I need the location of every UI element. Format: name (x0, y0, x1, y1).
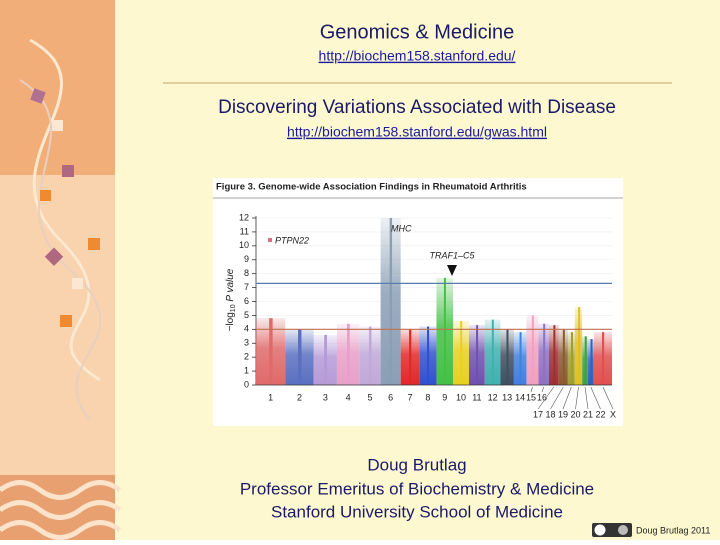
x-tick-label: 4 (346, 392, 351, 402)
legend-marker (268, 238, 272, 242)
chromosome-peak (584, 336, 587, 385)
annotation-arrow (447, 265, 457, 276)
figure-title: Figure 3. Genome-wide Association Findin… (216, 182, 527, 193)
credit: Doug Brutlag 2011 (636, 525, 710, 535)
chromosome-peak (324, 334, 327, 385)
x-tick-label: 14 (515, 392, 525, 402)
chromosome-peak (562, 329, 565, 385)
x-tick-label: 3 (323, 392, 328, 402)
leader-line (530, 386, 533, 393)
y-tick-label: 12 (239, 212, 249, 222)
chromosome-peak (590, 339, 593, 385)
link[interactable]: http://biochem158.stanford.edu/gwas.html (287, 124, 547, 140)
section-title: Discovering Variations Associated with D… (218, 97, 616, 118)
annotation: TRAF1–C5 (429, 250, 475, 260)
y-tick-label: 0 (244, 379, 249, 389)
chromosome-peak (601, 332, 605, 385)
chromosome-peak (347, 323, 350, 385)
leader-line (541, 386, 544, 393)
chromosome-peak (578, 307, 581, 385)
x-tick-label: 7 (407, 392, 412, 402)
figure: Figure 3. Genome-wide Association Findin… (213, 178, 623, 426)
chromosome-peak (460, 320, 463, 385)
y-tick-label: 7 (244, 282, 249, 292)
y-tick-label: 10 (239, 240, 249, 250)
chromosome-peak (519, 332, 522, 385)
y-tick-label: 1 (244, 365, 249, 375)
chromosome-peak (427, 326, 430, 385)
y-tick-label: 3 (244, 338, 249, 348)
school: Stanford University School of Medicine (271, 502, 563, 521)
leader-line (602, 386, 614, 410)
y-axis-label-sub: 10 (230, 304, 237, 312)
x-tick-label: 11 (472, 392, 481, 402)
x-tick-label: 12 (488, 392, 498, 402)
y-tick-label: 2 (244, 352, 249, 362)
link[interactable]: http://biochem158.stanford.edu/ (319, 48, 516, 64)
x-tick-label: 21 (583, 409, 593, 419)
y-axis-label-part: P value (225, 268, 236, 304)
leader-line (550, 386, 564, 410)
x-tick-label: 18 (545, 409, 555, 419)
chromosome-peak (570, 332, 573, 385)
chromosome-peak (298, 329, 302, 385)
chromosome-peak (553, 325, 556, 385)
chromosome-peak (476, 325, 479, 385)
author: Doug Brutlag (367, 455, 466, 474)
leader-line (590, 386, 601, 410)
y-tick-label: 6 (244, 296, 249, 306)
figure-background (213, 178, 623, 426)
x-tick-label: 2 (297, 392, 302, 402)
x-tick-label: 10 (456, 392, 466, 402)
annotation: MHC (391, 223, 412, 233)
chromosome-peak (389, 218, 393, 385)
x-tick-label: 13 (502, 392, 512, 402)
x-tick-label: 16 (537, 392, 547, 402)
cc-badge (592, 523, 632, 537)
leader-line (562, 386, 572, 410)
x-tick-label: 8 (425, 392, 430, 402)
y-tick-label: 8 (244, 268, 249, 278)
x-tick-label: 9 (442, 392, 447, 402)
y-tick-label: 4 (244, 324, 249, 334)
y-axis-label-part: −log (225, 312, 236, 331)
annotation: PTPN22 (275, 235, 309, 245)
chromosome-peak (543, 323, 546, 385)
chromosome-peak (491, 319, 494, 385)
chromosome-peak (531, 315, 534, 385)
x-tick-label: 15 (526, 392, 536, 402)
y-tick-label: 11 (240, 226, 249, 236)
title: Genomics & Medicine (320, 21, 515, 43)
y-axis-label: −log10 P value (225, 268, 238, 331)
chromosome-peak (368, 326, 372, 385)
position: Professor Emeritus of Biochemistry & Med… (240, 479, 594, 498)
x-tick-label: 6 (388, 392, 393, 402)
x-tick-label: X (610, 409, 616, 419)
x-tick-label: 19 (558, 409, 568, 419)
leader-line (537, 386, 555, 410)
chromosome-peak (409, 329, 412, 385)
x-tick-label: 17 (533, 409, 543, 419)
x-tick-label: 20 (570, 409, 580, 419)
x-tick-label: 5 (367, 392, 372, 402)
chromosome-peak (506, 329, 509, 385)
x-tick-label: 22 (595, 409, 605, 419)
chromosome-peak (443, 277, 446, 385)
leader-line (584, 386, 589, 410)
chromosome-peak (269, 318, 273, 385)
leader-line (575, 386, 579, 410)
decor-strip (0, 0, 122, 540)
y-tick-label: 9 (244, 254, 249, 264)
x-tick-label: 1 (268, 392, 273, 402)
y-tick-label: 5 (244, 310, 249, 320)
